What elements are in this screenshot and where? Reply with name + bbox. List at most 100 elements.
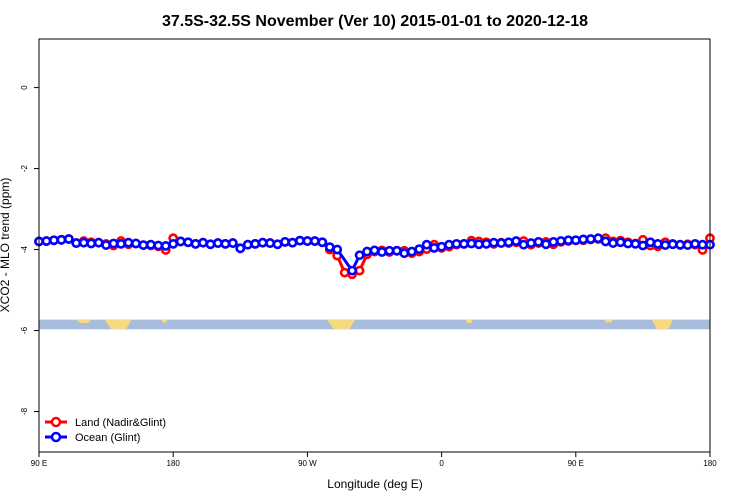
series-point: [570, 235, 581, 246]
legend-land-marker: [50, 416, 62, 428]
series-point: [391, 245, 402, 256]
series-point: [257, 237, 268, 248]
series-point: [608, 238, 618, 248]
map-land-1: [104, 319, 132, 330]
map-ocean: [39, 319, 710, 330]
x-tick-label: 90 W: [298, 459, 317, 468]
series-point: [638, 240, 648, 251]
series-point: [56, 234, 67, 245]
series-point: [660, 240, 671, 250]
series-point: [645, 237, 656, 248]
series-point: [511, 236, 522, 246]
series-point: [630, 238, 641, 249]
series-point: [317, 237, 328, 248]
map-land-3: [326, 319, 356, 330]
series-point: [302, 236, 313, 246]
series-point: [242, 239, 253, 250]
series-point: [332, 244, 343, 255]
series-point: [369, 245, 380, 256]
series-point: [123, 237, 134, 248]
series-point: [578, 234, 589, 245]
series-point: [339, 267, 350, 278]
series-point: [41, 236, 52, 246]
x-tick-label: 90 E: [31, 459, 47, 468]
map-land-4: [465, 319, 473, 323]
series-point: [541, 239, 551, 250]
series-point: [250, 238, 261, 249]
y-tick-label: 0: [20, 85, 29, 90]
x-tick-label: 180: [167, 459, 181, 468]
series-point: [585, 234, 596, 244]
x-tick-label: 90 E: [568, 459, 584, 468]
series-point: [354, 250, 365, 261]
series-point: [667, 239, 678, 250]
series-point: [459, 238, 469, 249]
series-point: [384, 245, 395, 256]
series-point: [436, 241, 447, 252]
legend-ocean-label: Ocean (Glint): [75, 432, 140, 444]
series-point: [153, 240, 164, 251]
series-point: [227, 238, 238, 248]
series-point: [690, 238, 700, 249]
series-point: [280, 236, 290, 247]
map-land-2: [161, 319, 168, 323]
series-point: [593, 233, 604, 244]
series-point: [220, 238, 231, 249]
y-tick-label: -8: [20, 407, 29, 415]
map-land-6: [651, 319, 673, 330]
x-tick-label: 0: [439, 459, 444, 468]
series-point: [518, 239, 529, 250]
series-point: [503, 237, 514, 248]
series-point: [93, 237, 104, 248]
series-point: [675, 239, 686, 250]
y-axis-label: XCO2 - MLO trend (ppm): [0, 178, 12, 313]
plot-frame: [38, 38, 711, 453]
axes: 90 E 180 90 W 0 90 E 180 0 -2 -4 -6 -8: [20, 85, 717, 468]
y-tick-label: -6: [20, 326, 29, 334]
series-point: [78, 237, 89, 248]
series-point: [481, 238, 492, 249]
series-point: [63, 234, 74, 244]
y-tick-label: -2: [20, 164, 29, 172]
series-point: [377, 247, 387, 257]
series-point: [399, 248, 410, 259]
series-point: [406, 246, 417, 257]
series-point: [362, 246, 372, 257]
series-point: [145, 239, 156, 250]
series-point: [190, 238, 201, 249]
series-point: [421, 239, 432, 250]
series-point: [198, 237, 208, 248]
series-point: [287, 237, 298, 248]
series-point: [116, 238, 126, 249]
series-point: [697, 239, 708, 250]
legend: Land (Nadir&Glint) Ocean (Glint): [45, 416, 166, 444]
legend-ocean-marker: [50, 431, 62, 443]
series-point: [652, 238, 663, 249]
series-point: [101, 240, 111, 250]
series-point: [429, 243, 440, 253]
series-point: [682, 240, 693, 250]
chart-title: 37.5S-32.5S November (Ver 10) 2015-01-01…: [162, 13, 588, 30]
series-point: [444, 239, 454, 250]
series-point: [309, 236, 320, 246]
series-point: [324, 242, 335, 253]
series-point: [414, 244, 425, 255]
series-point: [473, 239, 484, 250]
series-point: [213, 238, 223, 248]
map-strip: [39, 319, 710, 330]
series-point: [71, 238, 82, 248]
series-point: [205, 239, 216, 250]
series-point: [466, 238, 477, 249]
series-point: [272, 239, 283, 250]
series-point: [563, 235, 574, 246]
series-point: [488, 237, 499, 248]
x-axis-label: Longitude (deg E): [327, 477, 422, 491]
series-point: [623, 238, 633, 249]
series-point: [131, 238, 141, 249]
series-point: [295, 235, 305, 246]
series-point: [496, 238, 507, 248]
map-land-0: [76, 319, 92, 323]
series-point: [108, 238, 119, 249]
series-point: [235, 243, 246, 254]
